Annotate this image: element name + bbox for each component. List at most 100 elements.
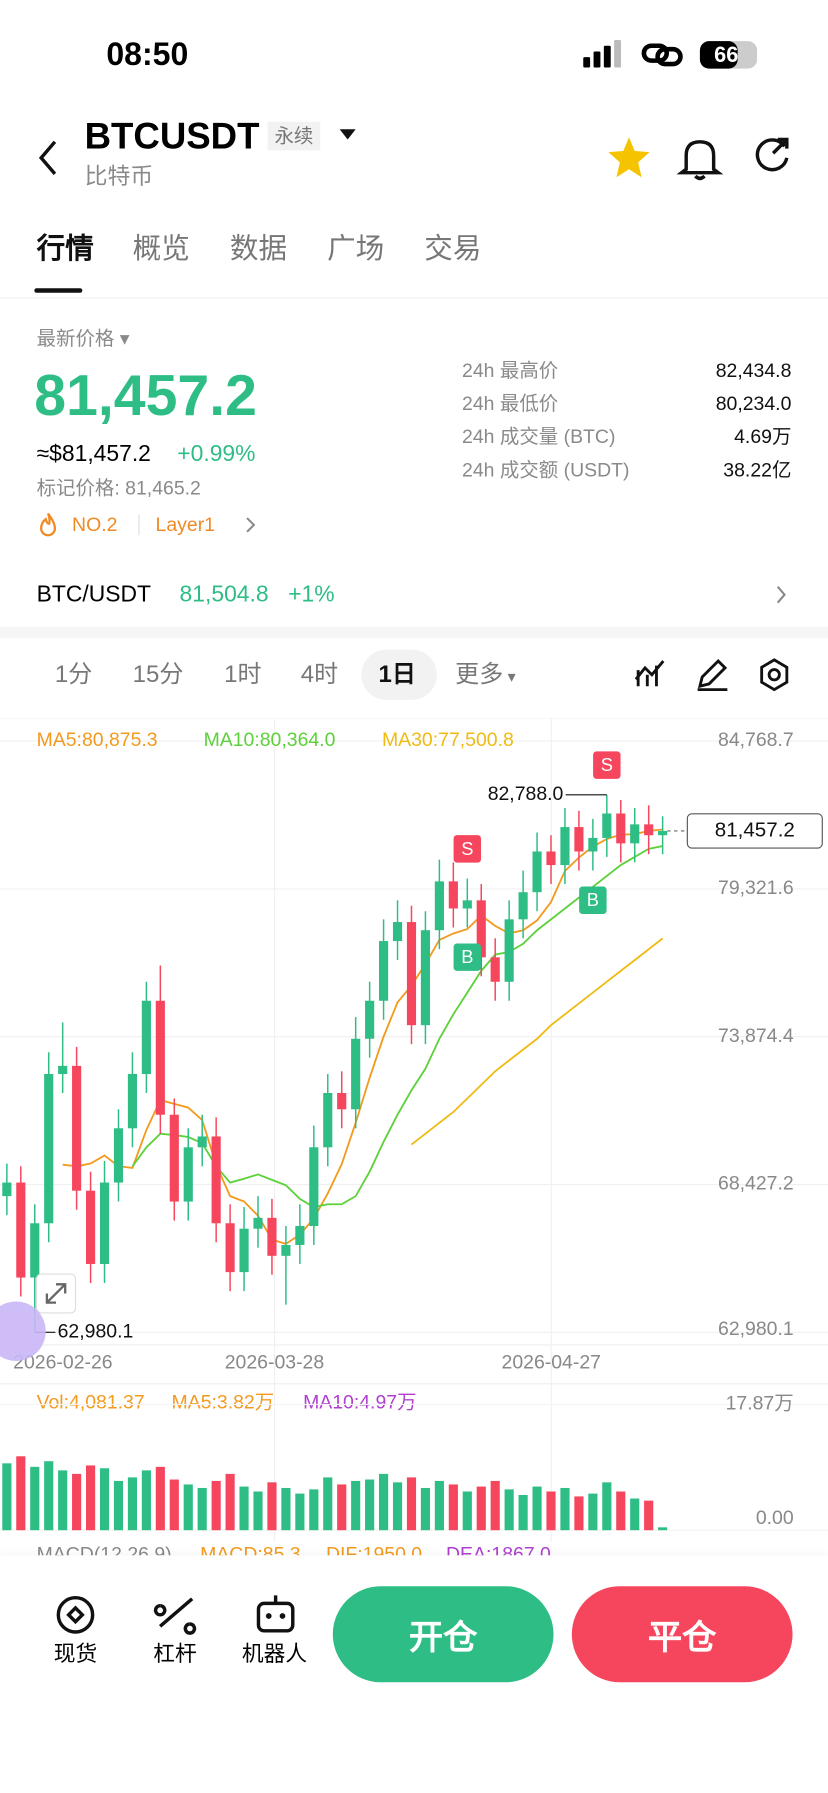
vol-bar: [462, 1491, 472, 1531]
vol-bar: [16, 1456, 26, 1531]
candle-body: [337, 1093, 347, 1110]
vol-bar: [351, 1480, 361, 1531]
candle-body: [2, 1182, 12, 1197]
candle-body: [476, 900, 486, 958]
candle-body: [420, 930, 431, 1026]
band: [0, 626, 828, 639]
vol-bar: [183, 1484, 193, 1531]
header-actions[interactable]: [606, 135, 800, 181]
stat-label: 24h 成交额 (USDT): [462, 459, 630, 481]
vol-bar: [420, 1487, 431, 1531]
interval[interactable]: 1分: [54, 661, 93, 688]
vol-bar: [72, 1473, 82, 1531]
back[interactable]: [32, 135, 66, 181]
stat-label: 24h 成交量 (BTC): [462, 426, 616, 448]
ma-legend: MA10:80,364.0: [204, 729, 336, 751]
interval[interactable]: 更多 ▾: [455, 661, 516, 688]
y-tick-label: 73,874.4: [718, 1025, 794, 1047]
macd-legend: MACD:85.3: [200, 1544, 300, 1556]
candle-body: [44, 1074, 54, 1224]
tab[interactable]: 数据: [229, 232, 288, 265]
vol-bar: [337, 1484, 347, 1531]
vol-bar: [392, 1482, 403, 1531]
close-button[interactable]: 平仓: [571, 1586, 793, 1683]
signal-badge: [453, 943, 482, 971]
candle-body: [155, 1000, 165, 1115]
vol-bar: [602, 1482, 612, 1531]
signal-badge: [579, 886, 607, 914]
price-caption: 最新价格 ▾: [36, 327, 130, 350]
candle-body: [239, 1228, 249, 1273]
vol-bar: [225, 1473, 235, 1531]
candle-body: [169, 1114, 179, 1202]
vol-bar: [197, 1487, 207, 1531]
tag: 永续: [267, 121, 321, 151]
open-button[interactable]: 开仓: [332, 1586, 554, 1683]
tab[interactable]: 广场: [327, 232, 385, 265]
vol-legend: MA10:4.97万: [303, 1391, 416, 1413]
candle-body: [602, 813, 612, 838]
candle-body: [86, 1190, 96, 1264]
candle-body: [546, 851, 556, 866]
candle-body: [588, 837, 598, 852]
candle-body: [351, 1038, 361, 1110]
vol-bar: [323, 1477, 333, 1531]
dropdown[interactable]: [337, 126, 358, 144]
candle-body: [309, 1147, 319, 1226]
stat-value: 4.69万: [734, 426, 792, 448]
candle-body: [113, 1128, 124, 1183]
candle-body: [406, 922, 417, 1026]
candle-body: [658, 830, 668, 836]
separator: [138, 514, 140, 536]
tab[interactable]: 交易: [424, 232, 482, 265]
vol-bar: [476, 1486, 486, 1531]
ma-legend: MA30:77,500.8: [382, 729, 514, 751]
tab[interactable]: 行情: [36, 232, 94, 265]
candle-body: [448, 881, 458, 909]
spot-arrow[interactable]: [773, 583, 789, 606]
active-interval: [361, 649, 437, 700]
vol-bar: [518, 1495, 528, 1531]
spot-change: +1%: [288, 582, 335, 608]
usd-price: ≈$81,457.2: [36, 441, 151, 467]
chart-tools[interactable]: [634, 656, 794, 693]
vol-bar: [588, 1493, 598, 1531]
low-label: 62,980.1: [58, 1320, 134, 1342]
interval[interactable]: 1时: [224, 661, 262, 688]
nav-item[interactable]: 现货: [53, 1642, 98, 1667]
nav-item[interactable]: 机器人: [241, 1642, 308, 1667]
vol-bar: [490, 1480, 500, 1531]
change: +0.99%: [177, 441, 256, 467]
x-tick-label: 2026-04-27: [502, 1351, 601, 1373]
vol-bar: [504, 1489, 514, 1531]
vol-bar: [86, 1465, 96, 1531]
stat-label: 24h 最高价: [462, 359, 559, 382]
price-caption-text: 最新价格: [36, 327, 115, 350]
signal-label: B: [461, 946, 473, 967]
candle-body: [518, 892, 528, 920]
candle-body: [72, 1065, 82, 1191]
candle-body: [574, 827, 584, 852]
candle-body: [127, 1074, 138, 1129]
tab[interactable]: 概览: [132, 232, 190, 265]
flame: [40, 512, 57, 537]
expand-arrows: [45, 1283, 67, 1304]
y-tick-label: 79,321.6: [718, 877, 794, 899]
nav-item[interactable]: 杠杆: [153, 1642, 197, 1667]
ma-line: [410, 937, 664, 1146]
vol-bar: [532, 1486, 542, 1531]
candle-body: [392, 922, 403, 942]
candle-body: [225, 1223, 235, 1273]
sector-arrow[interactable]: [242, 515, 258, 536]
interval[interactable]: 1日: [378, 661, 416, 688]
candle-body: [462, 900, 472, 909]
vol-bar: [406, 1477, 417, 1531]
vol-bar: [30, 1466, 40, 1531]
interval[interactable]: 15分: [132, 661, 184, 688]
interval[interactable]: 4时: [300, 661, 339, 688]
vol-bar: [309, 1489, 319, 1531]
ma-legend: MA5:80,875.3: [37, 729, 158, 751]
divider: [0, 297, 828, 299]
vol-bar: [99, 1468, 110, 1531]
candle-body: [58, 1065, 68, 1075]
